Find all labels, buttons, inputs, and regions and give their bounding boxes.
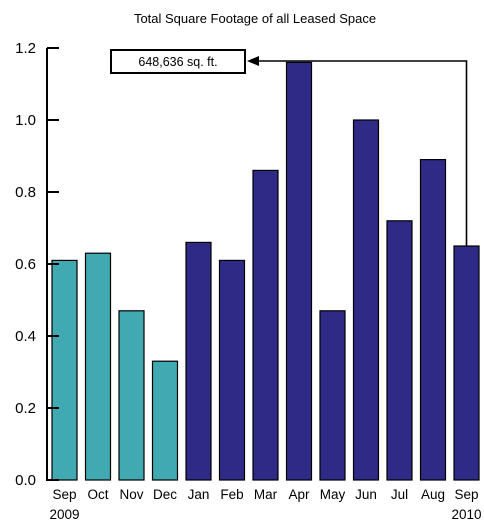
x-tick-label: Sep — [52, 487, 76, 502]
annotation-label: 648,636 sq. ft. — [138, 55, 217, 69]
x-tick-label: Oct — [87, 487, 108, 502]
bar-dec-3 — [151, 360, 179, 481]
chart-title: Total Square Footage of all Leased Space — [134, 11, 376, 26]
y-tick-label: 0.2 — [15, 400, 36, 417]
bar-sep-12 — [453, 245, 480, 481]
y-tick-label: 0.0 — [15, 472, 36, 489]
annotation-box — [110, 49, 246, 74]
y-tick-label: 0.4 — [15, 328, 36, 345]
y-axis: 0.0 0.2 0.4 0.6 0.8 1.0 1.2 — [15, 40, 59, 489]
bar-nov-2 — [118, 310, 145, 481]
bars-group — [51, 61, 480, 481]
bar-jul-10 — [386, 220, 413, 481]
x-tick-label: Mar — [254, 487, 278, 502]
year-label: 2009 — [49, 507, 79, 522]
y-tick-label: 0.8 — [15, 184, 36, 201]
y-tick-label: 1.0 — [15, 112, 36, 129]
bar-jan-4 — [185, 241, 212, 481]
annotation: 648,636 sq. ft. — [110, 49, 468, 246]
x-tick-label: Jul — [391, 487, 408, 502]
x-tick-label: Sep — [454, 487, 478, 502]
y-tick-label: 0.6 — [15, 256, 36, 273]
annotation-connector-line — [257, 60, 468, 246]
x-tick-label: May — [320, 487, 346, 502]
bar-may-8 — [319, 310, 346, 481]
bar-apr-7 — [285, 61, 313, 481]
x-tick-label: Apr — [288, 487, 310, 502]
bar-mar-6 — [252, 169, 279, 481]
x-tick-label: Jan — [188, 487, 210, 502]
x-tick-label: Aug — [421, 487, 445, 502]
bar-aug-11 — [419, 159, 447, 481]
x-tick-label: Dec — [153, 487, 177, 502]
bar-sep-0 — [51, 259, 78, 481]
x-tick-label: Feb — [220, 487, 243, 502]
bar-oct-1 — [84, 252, 112, 481]
y-tick-label: 1.2 — [15, 40, 36, 57]
x-axis-labels: Sep Oct Nov Dec Jan Feb Mar Apr May Jun Jul Aug Sep 2… — [49, 487, 481, 522]
bar-feb-5 — [218, 259, 246, 481]
x-tick-label: Jun — [355, 487, 377, 502]
year-label: 2010 — [451, 507, 481, 522]
bar-jun-9 — [352, 119, 380, 481]
annotation-arrowhead — [247, 56, 259, 66]
x-tick-label: Nov — [119, 487, 143, 502]
